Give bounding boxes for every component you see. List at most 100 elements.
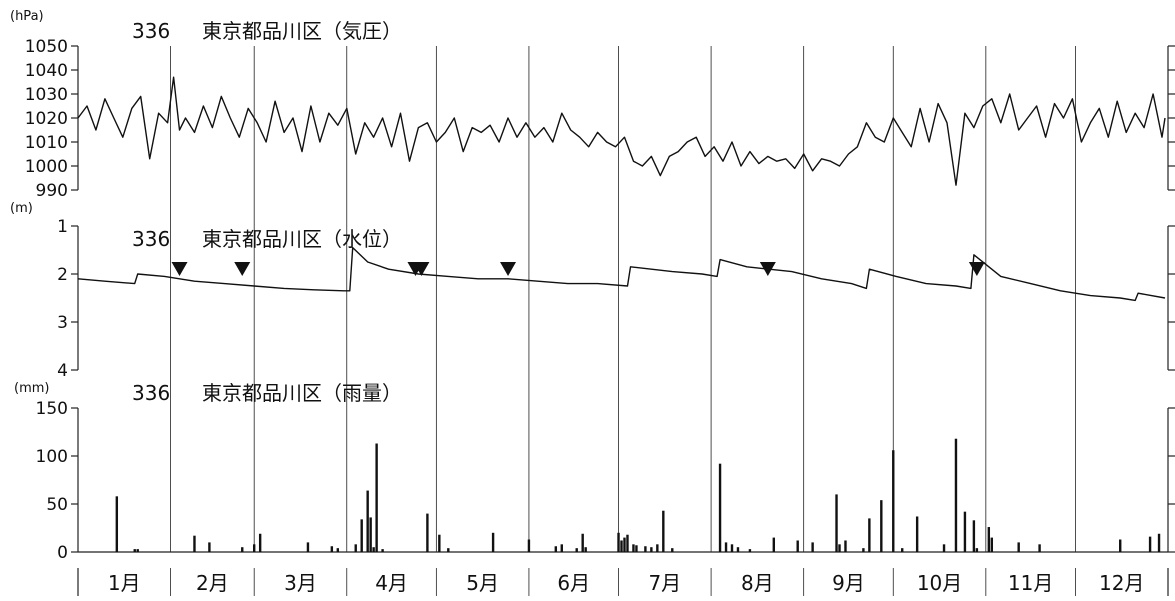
water-level-marker (171, 262, 188, 276)
water-level-marker (234, 262, 251, 276)
month-label: 4月 (375, 571, 408, 595)
rainfall-bar (252, 544, 256, 552)
rainfall-station-id: 336 (132, 381, 170, 405)
water-level-station-id: 336 (132, 227, 170, 251)
rainfall-bar (491, 532, 495, 552)
y-tick-label: 100 (36, 447, 68, 467)
y-tick-label: 2 (57, 265, 68, 285)
rainfall-bar (632, 544, 635, 552)
rainfall-bar (369, 517, 372, 552)
rainfall-bar (987, 527, 991, 552)
rainfall-bar (990, 537, 994, 552)
rainfall-bar (375, 443, 378, 552)
y-tick-label: 1010 (25, 133, 68, 153)
rainfall-bar (1148, 536, 1152, 552)
water-level-line (77, 246, 1166, 302)
rainfall-bar (635, 545, 638, 552)
y-tick-label: 1000 (25, 157, 68, 177)
rainfall-ticks: 0 50 100 150 (36, 399, 1175, 563)
month-label: 1月 (108, 571, 141, 595)
y-tick-label: 1020 (25, 109, 68, 129)
rainfall-bar (1119, 539, 1122, 552)
y-tick-label: 3 (57, 313, 68, 333)
month-label: 10月 (917, 571, 962, 595)
rainfall-bar (584, 547, 587, 552)
rainfall-bar (718, 463, 722, 552)
rainfall-bar (748, 549, 752, 552)
rainfall-bar (1038, 544, 1041, 552)
rainfall-bar (844, 540, 847, 552)
rainfall-bar (862, 548, 865, 552)
rainfall-bar (972, 520, 976, 552)
rainfall-bar (620, 540, 623, 552)
rainfall-bar (662, 510, 665, 552)
rainfall-bar (133, 549, 136, 552)
rainfall-bar (372, 547, 375, 552)
rainfall-bar (650, 547, 653, 552)
month-label: 6月 (557, 571, 590, 595)
rainfall-bar (136, 549, 139, 552)
rainfall-bar (796, 540, 799, 552)
rainfall-bar (671, 548, 674, 552)
rainfall-bar (447, 548, 450, 552)
y-tick-label: 150 (36, 399, 68, 419)
water-level-marker (759, 262, 776, 276)
water-level-ticks: 1 2 3 4 (57, 217, 1175, 381)
rainfall-bar (772, 537, 776, 552)
rainfall-unit-label: (mm) (14, 381, 49, 396)
rainfall-bar (975, 548, 979, 552)
y-tick-label: 4 (57, 361, 68, 381)
rainfall-bar (1157, 533, 1161, 552)
rainfall-bar (560, 544, 563, 552)
month-lines (170, 46, 1076, 596)
water-level-title: 東京都品川区（水位） (202, 227, 402, 251)
month-axis: 1月 2月 3月 4月 5月 6月 7月 8月 9月 10月 11月 12月 (77, 568, 1169, 596)
rainfall-bar (1017, 542, 1020, 552)
rainfall-bar (438, 534, 441, 552)
rainfall-bar (381, 549, 384, 552)
water-level-marker (968, 262, 985, 276)
rainfall-bar (330, 546, 334, 552)
water-level-panel: (m) 336 東京都品川区（水位） 1 2 3 4 (10, 201, 1175, 381)
month-label: 2月 (196, 571, 229, 595)
month-label: 12月 (1099, 571, 1144, 595)
rainfall-bar (915, 516, 919, 552)
rainfall-bar (736, 547, 740, 552)
month-labels: 1月 2月 3月 4月 5月 6月 7月 8月 9月 10月 11月 12月 (108, 571, 1145, 595)
month-label: 8月 (741, 571, 774, 595)
rainfall-bar (892, 450, 895, 552)
rainfall-title: 東京都品川区（雨量） (202, 381, 402, 405)
rainfall-bar (241, 547, 244, 552)
rainfall-panel: (mm) 336 東京都品川区（雨量） 0 50 100 150 (14, 381, 1175, 563)
water-level-markers (171, 262, 985, 276)
rainfall-bar (208, 542, 211, 552)
pressure-station-id: 336 (132, 19, 170, 43)
rainfall-bar (426, 513, 429, 552)
rainfall-bar (656, 544, 659, 552)
y-tick-label: 50 (46, 495, 68, 515)
rainfall-bar (901, 548, 904, 552)
rainfall-bar (193, 535, 196, 552)
rainfall-bar (575, 548, 578, 552)
rainfall-bar (554, 546, 558, 552)
rainfall-bar (581, 533, 584, 552)
pressure-line (77, 76, 1166, 186)
rainfall-bar (306, 542, 310, 552)
y-tick-label: 990 (36, 181, 68, 201)
rainfall-bars (115, 438, 1161, 552)
rainfall-bar (942, 544, 946, 552)
rainfall-bar (880, 500, 883, 552)
rainfall-bar (623, 537, 626, 552)
rainfall-bar (258, 533, 262, 552)
rainfall-bar (626, 534, 629, 552)
y-tick-label: 1 (57, 217, 68, 237)
rainfall-bar (617, 532, 620, 552)
month-label: 7月 (648, 571, 681, 595)
rainfall-bar (644, 546, 647, 552)
rainfall-bar (724, 542, 728, 552)
pressure-title: 東京都品川区（気圧） (202, 19, 402, 43)
rainfall-bar (963, 511, 967, 552)
rainfall-bar (336, 548, 340, 552)
rainfall-bar (354, 544, 357, 552)
